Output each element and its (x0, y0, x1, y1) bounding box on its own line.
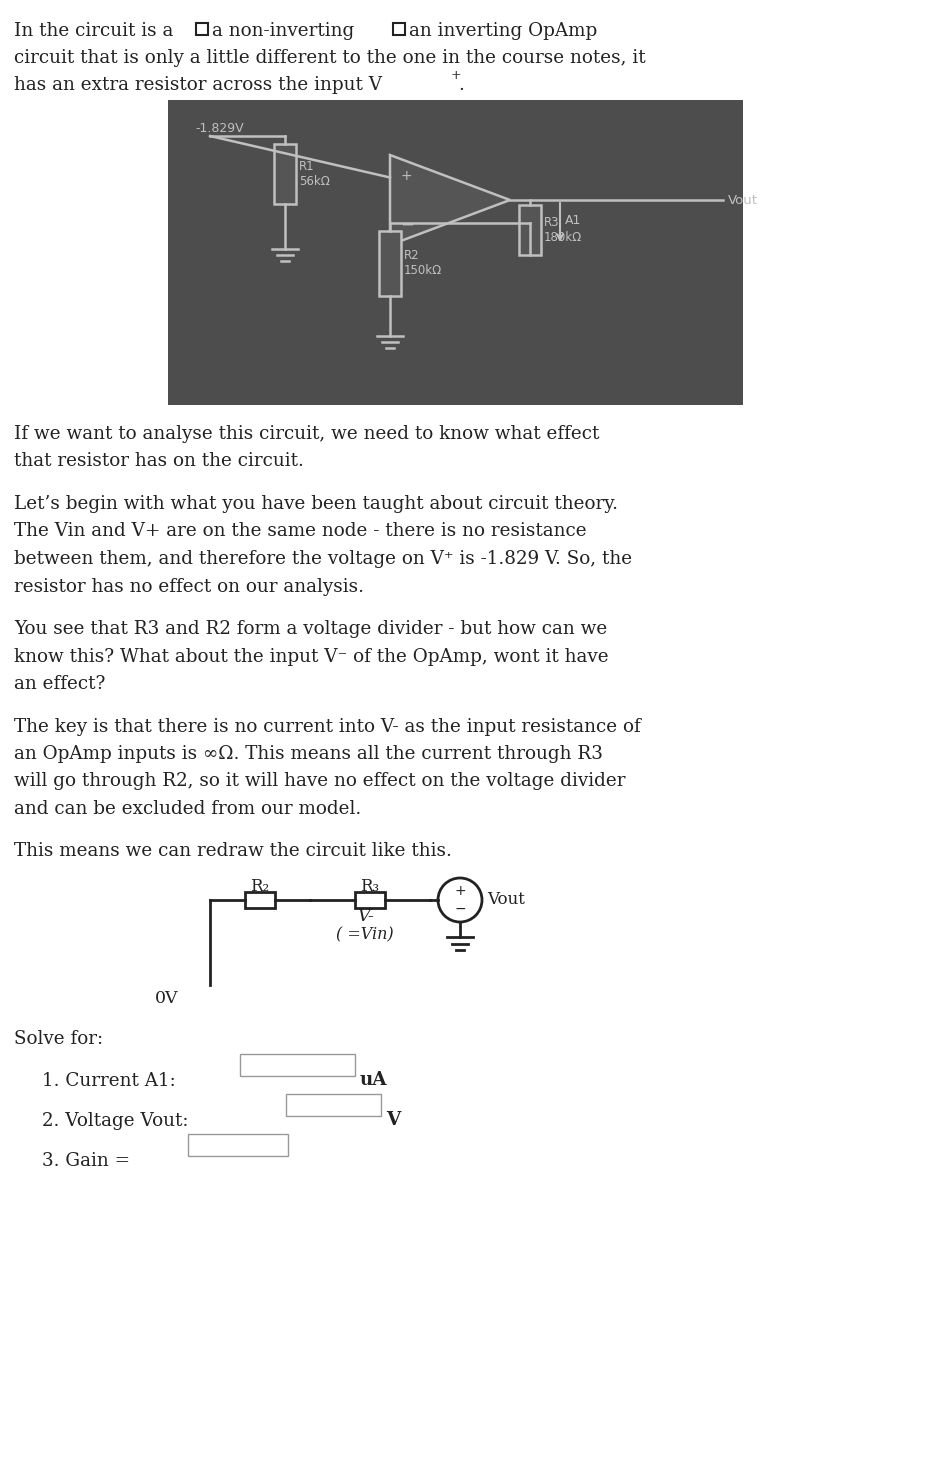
Text: In the circuit is a: In the circuit is a (14, 22, 173, 40)
Bar (240, 1053, 355, 1075)
Text: a non-inverting: a non-inverting (212, 22, 354, 40)
Text: and can be excluded from our model.: and can be excluded from our model. (14, 800, 361, 817)
Text: R1
56kΩ: R1 56kΩ (299, 160, 330, 188)
Text: R₃: R₃ (361, 878, 380, 895)
Text: V: V (386, 1110, 400, 1130)
Text: Solve for:: Solve for: (14, 1030, 103, 1047)
Text: 2. Voltage Vout:: 2. Voltage Vout: (42, 1112, 188, 1130)
Text: The key is that there is no current into V- as the input resistance of: The key is that there is no current into… (14, 718, 641, 735)
Text: This means we can redraw the circuit like this.: This means we can redraw the circuit lik… (14, 842, 452, 860)
Text: circuit that is only a little different to the one in the course notes, it: circuit that is only a little different … (14, 48, 645, 67)
Bar (355, 892, 385, 908)
Text: Let’s begin with what you have been taught about circuit theory.: Let’s begin with what you have been taug… (14, 495, 618, 513)
Bar (274, 144, 296, 204)
Text: If we want to analyse this circuit, we need to know what effect: If we want to analyse this circuit, we n… (14, 425, 599, 442)
Text: ( =Vin): ( =Vin) (336, 926, 394, 943)
Text: an OpAmp inputs is ∞Ω. This means all the current through R3: an OpAmp inputs is ∞Ω. This means all th… (14, 746, 603, 763)
Text: You see that R3 and R2 form a voltage divider - but how can we: You see that R3 and R2 form a voltage di… (14, 620, 608, 637)
Text: between them, and therefore the voltage on V⁺ is -1.829 V. So, the: between them, and therefore the voltage … (14, 549, 632, 568)
Bar (188, 1134, 288, 1156)
Text: uA: uA (360, 1071, 387, 1088)
Text: that resistor has on the circuit.: that resistor has on the circuit. (14, 453, 304, 470)
Text: R3
180kΩ: R3 180kΩ (544, 215, 582, 245)
Text: Vout: Vout (487, 892, 525, 908)
Text: will go through R2, so it will have no effect on the voltage divider: will go through R2, so it will have no e… (14, 772, 625, 791)
Bar (245, 892, 275, 908)
Bar (168, 100, 743, 404)
Bar (393, 23, 405, 35)
Text: .: . (458, 76, 463, 94)
Text: V-: V- (357, 908, 373, 924)
Text: +: + (454, 883, 465, 898)
Text: −: − (454, 902, 465, 916)
Bar (379, 230, 401, 296)
Text: R₂: R₂ (251, 878, 269, 895)
Text: −: − (400, 215, 414, 233)
Text: -1.829V: -1.829V (195, 122, 244, 135)
Bar (196, 23, 208, 35)
Text: Vout: Vout (728, 193, 758, 207)
Text: +: + (451, 69, 462, 82)
Text: 0V: 0V (155, 990, 178, 1006)
Bar (286, 1094, 381, 1116)
Text: an inverting OpAmp: an inverting OpAmp (409, 22, 597, 40)
Text: an effect?: an effect? (14, 675, 106, 693)
Polygon shape (390, 155, 510, 245)
Text: A1: A1 (565, 214, 581, 227)
Text: The Vin and V+ are on the same node - there is no resistance: The Vin and V+ are on the same node - th… (14, 523, 587, 541)
Text: R2
150kΩ: R2 150kΩ (404, 249, 442, 277)
Text: 1. Current A1:: 1. Current A1: (42, 1072, 176, 1090)
Text: +: + (400, 168, 412, 183)
Text: has an extra resistor across the input V: has an extra resistor across the input V (14, 76, 382, 94)
Text: resistor has no effect on our analysis.: resistor has no effect on our analysis. (14, 577, 364, 595)
Text: 3. Gain =: 3. Gain = (42, 1151, 130, 1171)
Bar (519, 205, 541, 255)
Text: know this? What about the input V⁻ of the OpAmp, wont it have: know this? What about the input V⁻ of th… (14, 648, 609, 665)
